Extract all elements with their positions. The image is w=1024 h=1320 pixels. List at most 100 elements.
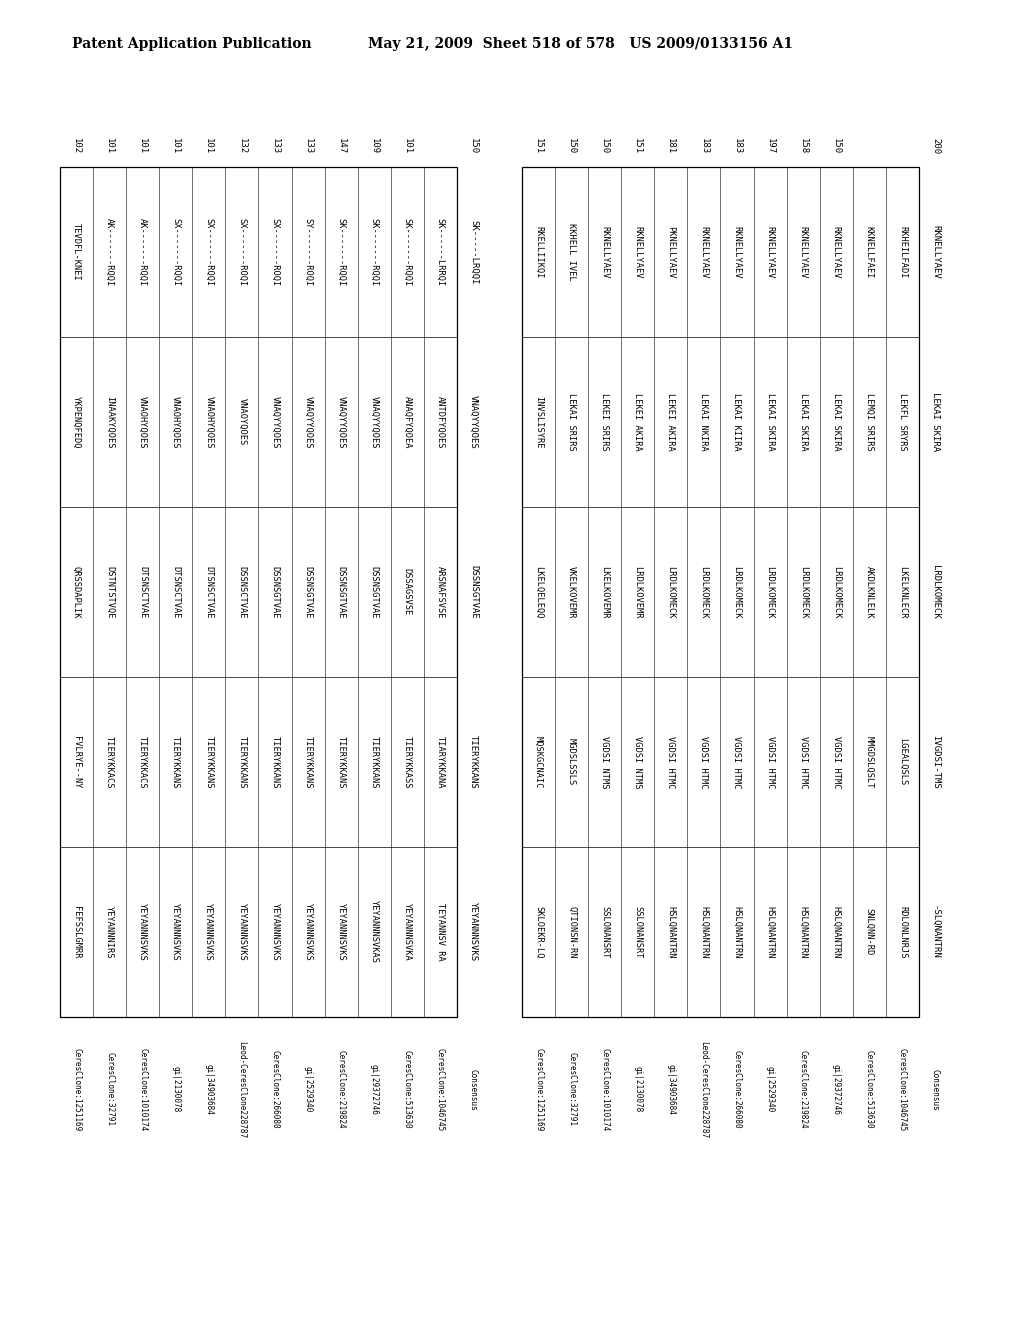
Text: SK-------RQQI: SK-------RQQI <box>370 218 379 286</box>
Text: LRDLKOMECK: LRDLKOMECK <box>766 566 774 618</box>
Text: CeresClone:1251169: CeresClone:1251169 <box>72 1048 81 1131</box>
Text: LEKAI SKIRA: LEKAI SKIRA <box>799 393 808 451</box>
Text: SK-------RQQI: SK-------RQQI <box>337 218 346 286</box>
Text: TIERYKKANS: TIERYKKANS <box>337 735 346 788</box>
Text: YEYANNNSVKS: YEYANNNSVKS <box>171 903 180 961</box>
Text: LRDLKOVEMR: LRDLKOVEMR <box>633 566 642 618</box>
Text: 101: 101 <box>138 137 147 154</box>
Text: DSSNSCTVAE: DSSNSCTVAE <box>238 566 247 618</box>
Text: 150: 150 <box>600 137 609 154</box>
Text: VNAQYYQOES: VNAQYYQOES <box>303 396 312 449</box>
Text: 150: 150 <box>567 137 577 154</box>
Text: VNAQYYQOES: VNAQYYQOES <box>270 396 280 449</box>
Text: LRDLKOMECK: LRDLKOMECK <box>699 566 709 618</box>
Text: RKHEILFADI: RKHEILFADI <box>898 226 907 279</box>
Text: HSLQNANTRN: HSLQNANTRN <box>699 906 709 958</box>
Text: RDLONLNRJS: RDLONLNRJS <box>898 906 907 958</box>
Text: RKNELLYAEV: RKNELLYAEV <box>831 226 841 279</box>
Text: ANAQFYQOEA: ANAQFYQOEA <box>402 396 412 449</box>
Text: CeresClone:1010174: CeresClone:1010174 <box>138 1048 147 1131</box>
Text: VNAOHYQOES: VNAOHYQOES <box>171 396 180 449</box>
Text: CeresClone:219824: CeresClone:219824 <box>337 1051 346 1129</box>
Text: KKNELLFAEI: KKNELLFAEI <box>865 226 873 279</box>
Text: TIERYKKANS: TIERYKKANS <box>270 735 280 788</box>
Text: VNAOHYQOES: VNAOHYQOES <box>138 396 147 449</box>
Text: INAAKYQOES: INAAKYQOES <box>105 396 114 449</box>
Text: LRDLKOMECK: LRDLKOMECK <box>732 566 741 618</box>
Text: VNAOHYQOES: VNAOHYQOES <box>205 396 213 449</box>
Text: LGEALQSLS: LGEALQSLS <box>898 738 907 785</box>
Text: YEYANNNSVKS: YEYANNNSVKS <box>238 903 247 961</box>
Text: SX-------ROQI: SX-------ROQI <box>238 218 247 286</box>
Text: AK-------RQQI: AK-------RQQI <box>105 218 114 286</box>
Text: VGDSI NTMS: VGDSI NTMS <box>633 735 642 788</box>
Text: gi|29372746: gi|29372746 <box>831 1064 841 1115</box>
Text: gi|34903684: gi|34903684 <box>667 1064 676 1115</box>
Text: Leod-CeresClone228787: Leod-CeresClone228787 <box>238 1041 247 1138</box>
Text: SX-------ROQI: SX-------ROQI <box>270 218 280 286</box>
Text: LEKEI SRIRS: LEKEI SRIRS <box>600 393 609 451</box>
Text: 133: 133 <box>303 137 312 154</box>
Text: LEKAI SRIRS: LEKAI SRIRS <box>567 393 577 451</box>
Text: PKNELLYAEV: PKNELLYAEV <box>667 226 676 279</box>
Text: YEYANNNSVKS: YEYANNNSVKS <box>205 903 213 961</box>
Text: YEYANNNSVKA: YEYANNNSVKA <box>402 903 412 961</box>
Text: 150: 150 <box>469 137 478 154</box>
Text: MGDSLSSLS: MGDSLSSLS <box>567 738 577 785</box>
Text: 151: 151 <box>633 137 642 154</box>
Text: LEKAI NKIRA: LEKAI NKIRA <box>699 393 709 451</box>
Text: 181: 181 <box>667 137 676 154</box>
Text: ANTDFYQOES: ANTDFYQOES <box>436 396 444 449</box>
Text: CeresClone:219824: CeresClone:219824 <box>799 1051 808 1129</box>
Text: SX-------RQQI: SX-------RQQI <box>171 218 180 286</box>
Text: 101: 101 <box>171 137 180 154</box>
Text: TIERYKKANS: TIERYKKANS <box>469 735 478 789</box>
Text: SNLQNN-RD: SNLQNN-RD <box>865 908 873 956</box>
Text: CeresClone:1046745: CeresClone:1046745 <box>436 1048 444 1131</box>
Text: INVSLISYRE: INVSLISYRE <box>535 396 543 449</box>
Text: TIERYKKANS: TIERYKKANS <box>370 735 379 788</box>
Bar <box>522 168 919 1016</box>
Text: TIERYKKACS: TIERYKKACS <box>138 735 147 788</box>
Text: gi|2529340: gi|2529340 <box>303 1067 312 1113</box>
Text: HSLQNANTRN: HSLQNANTRN <box>799 906 808 958</box>
Text: VGDSI HTMC: VGDSI HTMC <box>732 735 741 788</box>
Text: Consensus: Consensus <box>931 1069 940 1110</box>
Text: gi|2529340: gi|2529340 <box>766 1067 774 1113</box>
Text: VNAQYYQOES: VNAQYYQOES <box>370 396 379 449</box>
Text: 183: 183 <box>699 137 709 154</box>
Text: DSSNSGTVAE: DSSNSGTVAE <box>370 566 379 618</box>
Bar <box>60 168 457 1016</box>
Text: LEKEI AKIRA: LEKEI AKIRA <box>633 393 642 451</box>
Text: VKELKOVEMR: VKELKOVEMR <box>567 566 577 618</box>
Text: VGDSI HTMC: VGDSI HTMC <box>766 735 774 788</box>
Text: LEMQI SRIRS: LEMQI SRIRS <box>865 393 873 451</box>
Text: FVLRYE--NY: FVLRYE--NY <box>72 735 81 788</box>
Text: YEYANNNIRS: YEYANNNIRS <box>105 906 114 958</box>
Text: YEYANNNSVKS: YEYANNNSVKS <box>303 903 312 961</box>
Text: 158: 158 <box>799 137 808 154</box>
Text: YEYANNNSVKS: YEYANNNSVKS <box>469 903 478 961</box>
Text: FEFSSLGMRR: FEFSSLGMRR <box>72 906 81 958</box>
Text: SX-------RQQI: SX-------RQQI <box>205 218 213 286</box>
Text: gi|2130078: gi|2130078 <box>633 1067 642 1113</box>
Text: LRDLKOMECK: LRDLKOMECK <box>831 566 841 618</box>
Text: RKNELLYAEV: RKNELLYAEV <box>732 226 741 279</box>
Text: RKNELLYAEV: RKNELLYAEV <box>799 226 808 279</box>
Text: TIARYKKANA: TIARYKKANA <box>436 735 444 788</box>
Text: VGDSI NTMS: VGDSI NTMS <box>600 735 609 788</box>
Text: 197: 197 <box>766 137 774 154</box>
Text: 132: 132 <box>238 137 247 154</box>
Text: DSSAGSVSE: DSSAGSVSE <box>402 569 412 615</box>
Text: RKNELLYAEV: RKNELLYAEV <box>766 226 774 279</box>
Text: LEKAI KIIRA: LEKAI KIIRA <box>732 393 741 451</box>
Text: YEYANNNSVKS: YEYANNNSVKS <box>138 903 147 961</box>
Text: LRDLKOMECK: LRDLKOMECK <box>931 565 940 619</box>
Text: CeresClone:1010174: CeresClone:1010174 <box>600 1048 609 1131</box>
Text: RKNELLYAEV: RKNELLYAEV <box>699 226 709 279</box>
Text: RKNELLYAEV: RKNELLYAEV <box>600 226 609 279</box>
Text: LRDLKOMECK: LRDLKOMECK <box>667 566 676 618</box>
Text: QTIONSN-RN: QTIONSN-RN <box>567 906 577 958</box>
Text: LKELKNLECR: LKELKNLECR <box>898 566 907 618</box>
Text: VGDSI HTMC: VGDSI HTMC <box>831 735 841 788</box>
